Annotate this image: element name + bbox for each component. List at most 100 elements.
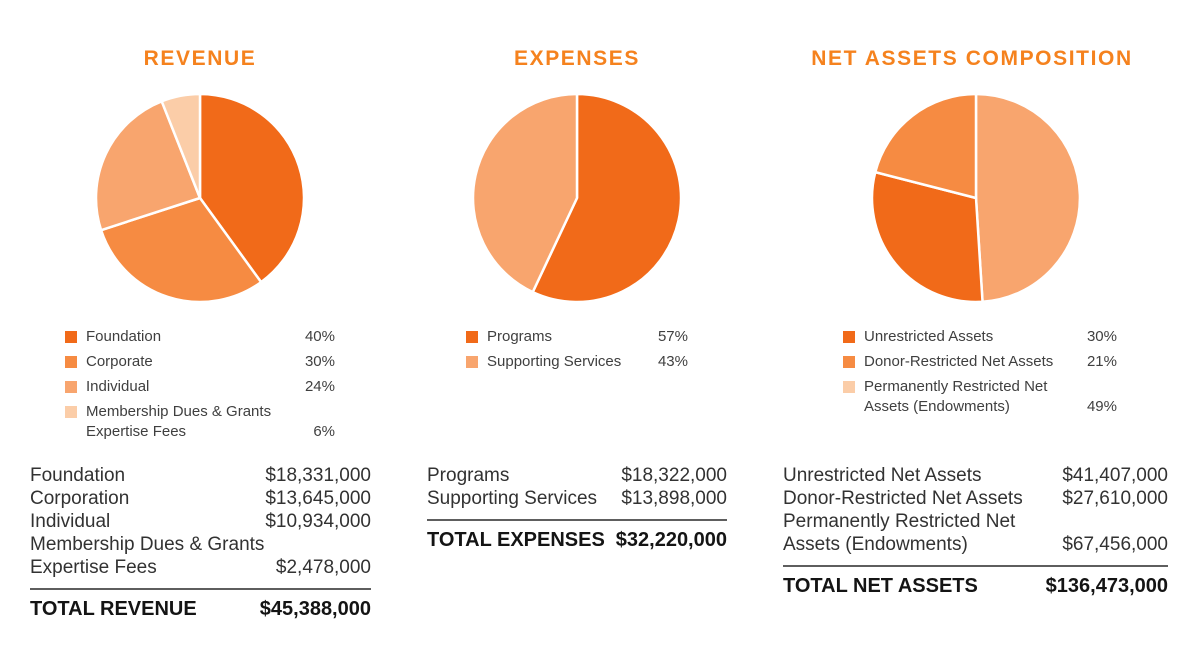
legend-label-line2: Assets (Endowments): [864, 398, 1010, 415]
row-amount: $18,322,000: [621, 465, 727, 486]
row-label: Unrestricted Net Assets: [783, 465, 982, 486]
permanently-restricted-swatch-icon: [843, 381, 855, 393]
legend-percent: 43%: [657, 353, 688, 370]
table-row: Permanently Restricted Net Assets (Endow…: [783, 510, 1168, 556]
legend-item-corporate: Corporate 30%: [65, 352, 335, 372]
row-label-line1: Permanently Restricted Net: [783, 511, 1016, 532]
legend-item-supporting-services: Supporting Services 43%: [466, 352, 688, 372]
expenses-title: EXPENSES: [513, 47, 640, 70]
legend-item-individual: Individual 24%: [65, 377, 335, 397]
legend-label-line1: Membership Dues & Grants: [86, 403, 272, 420]
legend-percent: 24%: [304, 378, 335, 395]
row-amount: $27,610,000: [1062, 488, 1168, 509]
unrestricted-swatch-icon: [843, 331, 855, 343]
row-label: Corporation: [30, 488, 130, 509]
total-row: TOTAL NET ASSETS $136,473,000: [783, 574, 1168, 598]
row-label-line2: Expertise Fees: [30, 557, 157, 578]
row-label: Permanently Restricted Net Assets (Endow…: [783, 510, 1054, 556]
pie-slice-foundation: [198, 92, 306, 284]
legend-label: Permanently Restricted Net Assets (Endow…: [864, 377, 1087, 417]
legend-percent: 40%: [304, 328, 335, 345]
pie-slice-unrestricted-assets: [870, 170, 984, 304]
pie-slice-donor-restricted-net-assets: [874, 92, 978, 200]
legend-label: Foundation: [86, 328, 162, 345]
programs-swatch-icon: [466, 331, 478, 343]
pie-slice-supporting-services: [471, 92, 579, 294]
row-label: Supporting Services: [427, 488, 598, 509]
legend-percent: 49%: [1086, 398, 1117, 415]
row-label: Donor-Restricted Net Assets: [783, 488, 1023, 509]
total-row: TOTAL REVENUE $45,388,000: [30, 597, 371, 621]
table-row: Corporation $13,645,000: [30, 487, 371, 510]
revenue-legend: Foundation 40% Corporate 30% Individual …: [65, 327, 335, 442]
legend-label-line2: Expertise Fees: [86, 423, 187, 440]
table-divider: [30, 588, 371, 590]
total-row: TOTAL EXPENSES $32,220,000: [427, 528, 727, 552]
total-amount: $45,388,000: [259, 598, 371, 620]
row-amount: $67,456,000: [1062, 534, 1168, 555]
total-amount: $136,473,000: [1045, 575, 1168, 597]
legend-percent: 6%: [313, 423, 335, 440]
row-amount: $41,407,000: [1062, 465, 1168, 486]
legend-label: Individual: [86, 378, 150, 395]
membership-dues-swatch-icon: [65, 406, 77, 418]
net-assets-pie-chart: [869, 91, 1083, 310]
table-row: Foundation $18,331,000: [30, 464, 371, 487]
revenue-pie-svg: [94, 92, 306, 304]
net-assets-legend: Unrestricted Assets 30% Donor-Restricted…: [843, 327, 1117, 417]
pie-slice-corporate: [99, 196, 263, 304]
total-label: TOTAL EXPENSES: [427, 529, 605, 551]
legend-percent: 21%: [1086, 353, 1117, 370]
table-row: Donor-Restricted Net Assets $27,610,000: [783, 487, 1168, 510]
expenses-pie-svg: [471, 92, 683, 304]
net-assets-table: Unrestricted Net Assets $41,407,000 Dono…: [783, 464, 1168, 598]
foundation-swatch-icon: [65, 331, 77, 343]
supporting-services-swatch-icon: [466, 356, 478, 368]
pie-slice-membership-dues-grants-expertise-fees: [160, 92, 202, 200]
row-amount: $10,934,000: [265, 511, 371, 532]
corporate-swatch-icon: [65, 356, 77, 368]
legend-label: Programs: [487, 328, 553, 345]
legend-label: Membership Dues & Grants Expertise Fees: [86, 402, 313, 442]
row-label-line1: Membership Dues & Grants: [30, 534, 265, 555]
revenue-pie-chart: [93, 91, 307, 310]
row-label-line2: Assets (Endowments): [783, 534, 968, 555]
total-label: TOTAL REVENUE: [30, 598, 197, 620]
legend-item-donor-restricted: Donor-Restricted Net Assets 21%: [843, 352, 1117, 372]
legend-item-membership-dues: Membership Dues & Grants Expertise Fees …: [65, 402, 335, 442]
table-row: Programs $18,322,000: [427, 464, 727, 487]
table-row: Membership Dues & Grants Expertise Fees …: [30, 533, 371, 579]
pie-slice-permanently-restricted-net-assets-endowments: [974, 92, 1082, 304]
legend-label: Supporting Services: [487, 353, 622, 370]
donor-restricted-swatch-icon: [843, 356, 855, 368]
legend-label: Donor-Restricted Net Assets: [864, 353, 1054, 370]
legend-label-line1: Permanently Restricted Net: [864, 378, 1048, 395]
individual-swatch-icon: [65, 381, 77, 393]
total-label: TOTAL NET ASSETS: [783, 575, 978, 597]
net-assets-pie-svg: [870, 92, 1082, 304]
table-row: Individual $10,934,000: [30, 510, 371, 533]
legend-label: Corporate: [86, 353, 153, 370]
table-divider: [427, 519, 727, 521]
row-label: Programs: [427, 465, 510, 486]
legend-item-unrestricted: Unrestricted Assets 30%: [843, 327, 1117, 347]
legend-item-programs: Programs 57%: [466, 327, 688, 347]
row-label: Membership Dues & Grants Expertise Fees: [30, 533, 268, 579]
total-amount: $32,220,000: [615, 529, 727, 551]
row-amount: $2,478,000: [275, 557, 371, 578]
legend-item-permanently-restricted: Permanently Restricted Net Assets (Endow…: [843, 377, 1117, 417]
table-divider: [783, 565, 1168, 567]
row-label: Individual: [30, 511, 111, 532]
net-assets-title: NET ASSETS COMPOSITION: [811, 47, 1133, 70]
revenue-title: REVENUE: [143, 47, 257, 70]
net-assets-section: NET ASSETS COMPOSITION Unrestricted Asse…: [762, 0, 1182, 662]
expenses-section: EXPENSES Programs 57% Supporting Service…: [382, 0, 772, 662]
row-amount: $18,331,000: [265, 465, 371, 486]
table-row: Supporting Services $13,898,000: [427, 487, 727, 510]
legend-item-foundation: Foundation 40%: [65, 327, 335, 347]
row-label: Foundation: [30, 465, 126, 486]
legend-percent: 30%: [1086, 328, 1117, 345]
expenses-table: Programs $18,322,000 Supporting Services…: [427, 464, 727, 552]
row-amount: $13,645,000: [265, 488, 371, 509]
